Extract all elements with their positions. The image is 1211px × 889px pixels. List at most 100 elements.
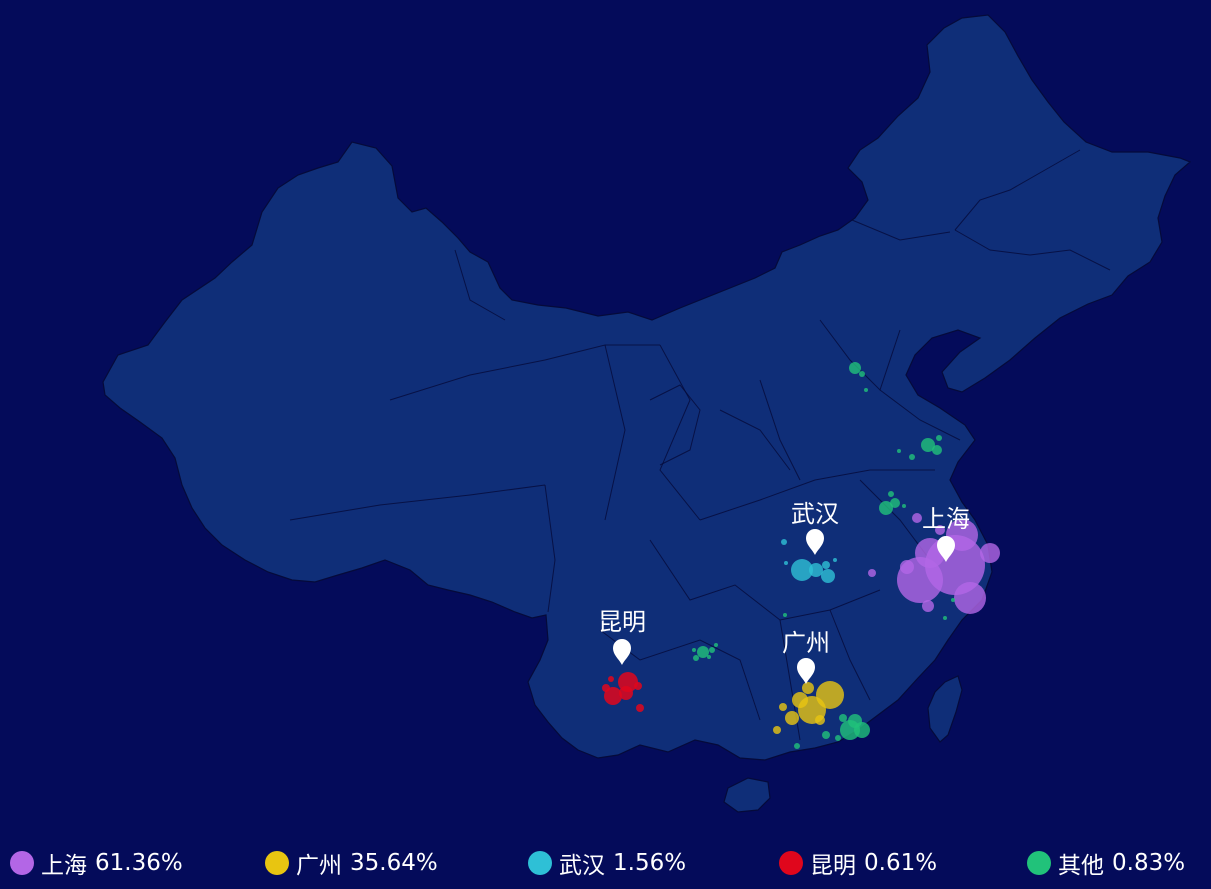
bubble-km-32[interactable]: [608, 676, 614, 682]
hainan-shape: [723, 777, 771, 813]
mainland-shape: [102, 14, 1192, 761]
map-pin-icon[interactable]: [613, 639, 631, 665]
bubble-km-29[interactable]: [634, 682, 642, 690]
bubble-sh-7[interactable]: [900, 560, 914, 574]
province-border-7: [649, 539, 881, 621]
bubble-gz-14[interactable]: [785, 711, 799, 725]
legend-percent-other: 0.83%: [1112, 850, 1186, 876]
province-border-6: [699, 469, 935, 521]
province-border-19: [649, 384, 701, 466]
bubble-sh-4[interactable]: [954, 582, 986, 614]
legend-name-guangzhou: 广州: [296, 853, 342, 879]
legend-swatch-other: [1027, 851, 1051, 875]
province-border-14: [759, 379, 801, 481]
province-border-16: [954, 229, 1111, 271]
bubble-ot-50[interactable]: [692, 648, 696, 652]
bubble-wh-24[interactable]: [784, 561, 788, 565]
bubble-ot-36[interactable]: [921, 438, 935, 452]
map-pin-icon[interactable]: [937, 536, 955, 562]
bubble-ot-46[interactable]: [709, 647, 715, 653]
bubble-gz-16[interactable]: [773, 726, 781, 734]
bubble-ot-39[interactable]: [909, 454, 915, 460]
hub-guangzhou[interactable]: 广州: [782, 629, 830, 684]
province-border-18: [851, 219, 951, 241]
bubble-km-27[interactable]: [604, 687, 622, 705]
bubble-ot-53[interactable]: [848, 714, 862, 728]
province-border-1: [389, 344, 660, 401]
bubble-gz-17[interactable]: [815, 715, 825, 725]
bubble-gz-13[interactable]: [792, 692, 808, 708]
legend-swatch-wuhan: [528, 851, 552, 875]
bubble-ot-60[interactable]: [783, 613, 787, 617]
hub-label-kunming: 昆明: [598, 608, 646, 636]
legend-item-other[interactable]: 其他 0.83%: [1027, 842, 1185, 884]
bubble-ot-45[interactable]: [697, 646, 709, 658]
map-pin-icon[interactable]: [797, 658, 815, 684]
bubble-ot-44[interactable]: [902, 504, 906, 508]
province-border-4: [604, 344, 626, 521]
bubble-sh-6[interactable]: [922, 600, 934, 612]
province-border-15: [719, 409, 791, 471]
bubble-wh-20[interactable]: [809, 563, 823, 577]
legend: 上海 61.36% 广州 35.64% 武汉 1.56% 昆明 0.61% 其他…: [0, 842, 1211, 884]
legend-name-shanghai: 上海: [41, 853, 87, 879]
legend-name-wuhan: 武汉: [559, 853, 605, 879]
bubble-sh-5[interactable]: [980, 543, 1000, 563]
bubble-ot-55[interactable]: [835, 735, 841, 741]
hub-shanghai[interactable]: 上海: [922, 505, 970, 562]
bubble-gz-18[interactable]: [802, 682, 814, 694]
legend-percent-wuhan: 1.56%: [613, 850, 687, 876]
bubble-ot-33[interactable]: [849, 362, 861, 374]
province-border-2: [289, 484, 546, 521]
bubble-ot-59[interactable]: [943, 616, 947, 620]
bubble-ot-58[interactable]: [951, 598, 955, 602]
bubble-ot-38[interactable]: [936, 435, 942, 441]
bubble-ot-35[interactable]: [864, 388, 868, 392]
bubble-ot-48[interactable]: [707, 655, 711, 659]
legend-item-kunming[interactable]: 昆明 0.61%: [779, 842, 937, 884]
bubble-ot-37[interactable]: [932, 445, 942, 455]
bubble-wh-19[interactable]: [791, 559, 813, 581]
bubble-ot-43[interactable]: [888, 491, 894, 497]
bubble-ot-41[interactable]: [879, 501, 893, 515]
hub-label-wuhan: 武汉: [791, 500, 839, 528]
bubble-ot-49[interactable]: [714, 643, 718, 647]
bubble-gz-15[interactable]: [779, 703, 787, 711]
legend-item-guangzhou[interactable]: 广州 35.64%: [265, 842, 438, 884]
hub-label-guangzhou: 广州: [782, 629, 830, 657]
bubble-ot-56[interactable]: [822, 731, 830, 739]
province-border-5: [659, 344, 701, 521]
province-border-0: [454, 249, 506, 321]
bubble-wh-25[interactable]: [833, 558, 837, 562]
bubble-ot-47[interactable]: [693, 655, 699, 661]
province-border-11: [819, 319, 901, 391]
legend-item-shanghai[interactable]: 上海 61.36%: [10, 842, 183, 884]
bubble-km-31[interactable]: [636, 704, 644, 712]
legend-percent-guangzhou: 35.64%: [350, 850, 438, 876]
bubble-km-28[interactable]: [619, 686, 633, 700]
bubble-ot-40[interactable]: [897, 449, 901, 453]
bubble-ot-57[interactable]: [794, 743, 800, 749]
bubble-wh-21[interactable]: [821, 569, 835, 583]
hub-kunming[interactable]: 昆明: [598, 608, 646, 665]
bubble-ot-54[interactable]: [839, 714, 847, 722]
legend-item-wuhan[interactable]: 武汉 1.56%: [528, 842, 686, 884]
hub-wuhan[interactable]: 武汉: [791, 500, 839, 555]
bubble-sh-10[interactable]: [935, 525, 945, 535]
hub-label-shanghai: 上海: [922, 505, 970, 533]
bubble-km-30[interactable]: [602, 684, 610, 692]
bubble-ot-34[interactable]: [859, 371, 865, 377]
legend-swatch-shanghai: [10, 851, 34, 875]
legend-percent-kunming: 0.61%: [864, 850, 938, 876]
bubble-wh-22[interactable]: [822, 561, 830, 569]
bubble-ot-42[interactable]: [890, 498, 900, 508]
land-layer: [102, 14, 1192, 813]
bubble-wh-23[interactable]: [781, 539, 787, 545]
bubble-sh-8[interactable]: [912, 513, 922, 523]
legend-swatch-guangzhou: [265, 851, 289, 875]
map-pin-icon[interactable]: [806, 529, 824, 555]
bubble-sh-9[interactable]: [868, 569, 876, 577]
